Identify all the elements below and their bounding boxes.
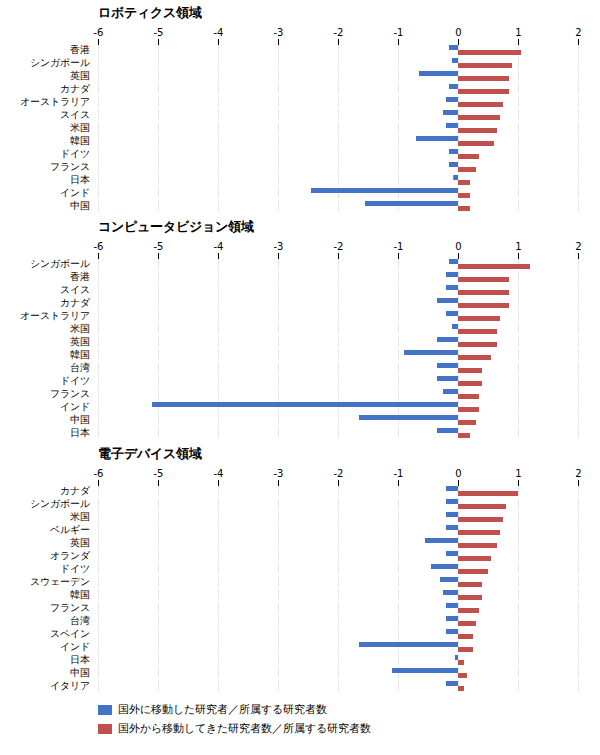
svg-text:-3: -3	[274, 468, 284, 479]
svg-text:-5: -5	[154, 27, 164, 38]
html-text:電子デバイス領域: 電子デバイス領域	[98, 446, 202, 461]
svg-text:2: 2	[575, 241, 581, 252]
svg-text:-4: -4	[214, 468, 224, 479]
svg-text:ドイツ: ドイツ	[60, 375, 90, 386]
svg-text:-1: -1	[394, 241, 404, 252]
svg-text:オランダ: オランダ	[50, 550, 91, 561]
svg-text:日本: 日本	[70, 427, 90, 438]
svg-text:英国: 英国	[70, 70, 90, 81]
svg-text:ドイツ: ドイツ	[60, 148, 90, 159]
svg-text:韓国: 韓国	[70, 349, 90, 360]
svg-text:-6: -6	[94, 27, 104, 38]
svg-text:0: 0	[455, 241, 461, 252]
svg-text:-2: -2	[334, 468, 344, 479]
svg-text:-6: -6	[94, 468, 104, 479]
svg-text:韓国: 韓国	[70, 135, 90, 146]
svg-text:ベルギー: ベルギー	[50, 524, 90, 535]
svg-text:米国: 米国	[70, 323, 90, 334]
svg-text:-1: -1	[394, 27, 404, 38]
svg-text:米国: 米国	[70, 511, 90, 522]
svg-text:カナダ: カナダ	[60, 297, 91, 308]
svg-text:中国: 中国	[70, 200, 90, 211]
svg-text:2: 2	[575, 468, 581, 479]
svg-text:-3: -3	[274, 241, 284, 252]
html-text:国外に移動した研究者／所属する研究者数: 国外に移動した研究者／所属する研究者数	[118, 703, 327, 716]
html-text:国外から移動してきた研究者数／所属する研究者数: 国外から移動してきた研究者数／所属する研究者数	[118, 722, 371, 735]
svg-text:-6: -6	[94, 241, 104, 252]
svg-text:インド: インド	[60, 187, 90, 198]
svg-text:カナダ: カナダ	[60, 485, 91, 496]
svg-text:台湾: 台湾	[70, 362, 90, 373]
svg-text:日本: 日本	[70, 654, 90, 665]
svg-text:カナダ: カナダ	[60, 83, 91, 94]
svg-text:-4: -4	[214, 27, 224, 38]
svg-text:-2: -2	[334, 241, 344, 252]
svg-text:スイス: スイス	[60, 109, 90, 120]
svg-text:イタリア: イタリア	[50, 680, 90, 691]
svg-text:1: 1	[515, 27, 521, 38]
svg-text:台湾: 台湾	[70, 615, 90, 626]
svg-text:シンガポール: シンガポール	[30, 57, 90, 68]
svg-text:-3: -3	[274, 27, 284, 38]
svg-text:インド: インド	[60, 401, 90, 412]
svg-text:米国: 米国	[70, 122, 90, 133]
svg-text:0: 0	[455, 27, 461, 38]
svg-text:スウェーデン: スウェーデン	[30, 576, 90, 587]
svg-text:英国: 英国	[70, 336, 90, 347]
svg-text:インド: インド	[60, 641, 90, 652]
svg-text:フランス: フランス	[50, 388, 90, 399]
svg-text:オーストラリア: オーストラリア	[20, 96, 90, 107]
html-text:ロボティクス領域: ロボティクス領域	[98, 5, 202, 20]
svg-text:2: 2	[575, 27, 581, 38]
svg-text:香港: 香港	[70, 44, 90, 55]
svg-text:1: 1	[515, 241, 521, 252]
svg-text:オーストラリア: オーストラリア	[20, 310, 90, 321]
svg-text:韓国: 韓国	[70, 589, 90, 600]
svg-text:0: 0	[455, 468, 461, 479]
svg-text:ドイツ: ドイツ	[60, 563, 90, 574]
svg-text:-5: -5	[154, 468, 164, 479]
svg-text:シンガポール: シンガポール	[30, 258, 90, 269]
svg-text:日本: 日本	[70, 174, 90, 185]
svg-text:-2: -2	[334, 27, 344, 38]
svg-text:-1: -1	[394, 468, 404, 479]
svg-text:フランス: フランス	[50, 602, 90, 613]
svg-text:中国: 中国	[70, 667, 90, 678]
svg-text:中国: 中国	[70, 414, 90, 425]
svg-text:シンガポール: シンガポール	[30, 498, 90, 509]
svg-text:スペイン: スペイン	[50, 628, 90, 639]
svg-text:スイス: スイス	[60, 284, 90, 295]
svg-text:英国: 英国	[70, 537, 90, 548]
svg-text:香港: 香港	[70, 271, 90, 282]
html-text:コンピュータビジョン領域: コンピュータビジョン領域	[98, 219, 254, 234]
svg-text:-5: -5	[154, 241, 164, 252]
svg-text:-4: -4	[214, 241, 224, 252]
svg-text:フランス: フランス	[50, 161, 90, 172]
svg-text:1: 1	[515, 468, 521, 479]
